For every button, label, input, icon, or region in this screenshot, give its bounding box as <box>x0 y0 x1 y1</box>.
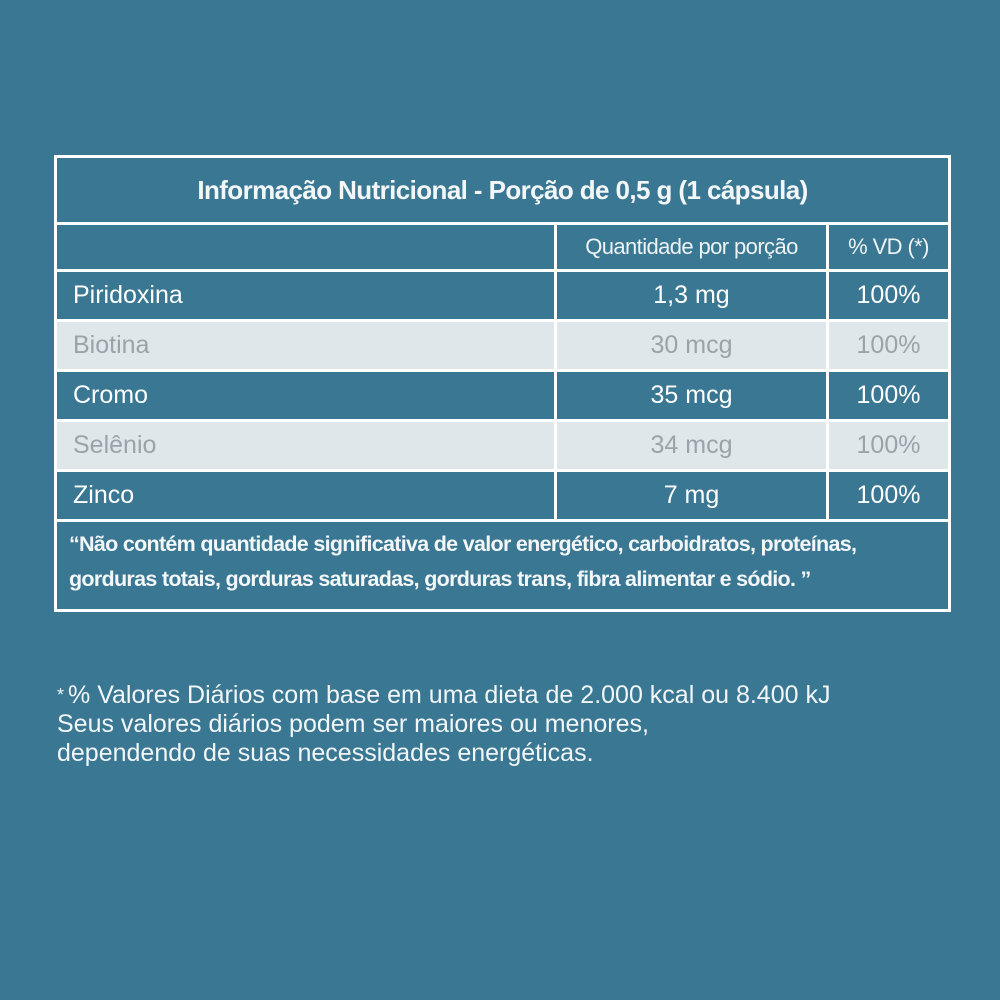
nutrient-name: Biotina <box>57 322 557 369</box>
daily-values-footnote: *% Valores Diários com base em uma dieta… <box>57 681 957 768</box>
table-row: Cromo 35 mcg 100% <box>57 372 948 422</box>
table-row: Piridoxina 1,3 mg 100% <box>57 272 948 322</box>
nutrient-vd: 100% <box>856 281 921 309</box>
table-row: Zinco 7 mg 100% <box>57 472 948 522</box>
table-note: “Não contém quantidade significativa de … <box>69 532 857 591</box>
asterisk-marker: * <box>57 685 65 705</box>
table-row: Selênio 34 mcg 100% <box>57 422 948 472</box>
footnote-line-3: dependendo de suas necessidades energéti… <box>57 739 594 767</box>
nutrient-name: Piridoxina <box>57 272 557 319</box>
nutrient-name: Selênio <box>57 422 557 469</box>
nutrition-table: Informação Nutricional - Porção de 0,5 g… <box>54 155 951 612</box>
nutrient-vd: 100% <box>856 481 921 509</box>
table-header-row: Quantidade por porção % VD (*) <box>57 225 948 272</box>
header-quantity: Quantidade por porção <box>557 225 829 269</box>
footnote-line-2: Seus valores diários podem ser maiores o… <box>57 710 649 738</box>
nutrient-quantity: 30 mcg <box>557 322 829 369</box>
nutrient-name: Cromo <box>57 372 557 419</box>
nutrient-vd: 100% <box>856 431 921 459</box>
nutrient-quantity: 35 mcg <box>557 372 829 419</box>
table-title: Informação Nutricional - Porção de 0,5 g… <box>57 158 948 225</box>
footnote-line-1: *% Valores Diários com base em uma dieta… <box>57 681 957 710</box>
nutrient-quantity: 7 mg <box>557 472 829 519</box>
nutrient-vd: 100% <box>856 381 921 409</box>
nutrient-quantity: 34 mcg <box>557 422 829 469</box>
footnote-text: % Valores Diários com base em uma dieta … <box>68 681 831 709</box>
header-name <box>57 225 557 269</box>
table-row: Biotina 30 mcg 100% <box>57 322 948 372</box>
nutrient-name: Zinco <box>57 472 557 519</box>
header-vd: % VD (*) <box>848 234 929 259</box>
nutrient-quantity: 1,3 mg <box>557 272 829 319</box>
nutrient-vd: 100% <box>856 331 921 359</box>
